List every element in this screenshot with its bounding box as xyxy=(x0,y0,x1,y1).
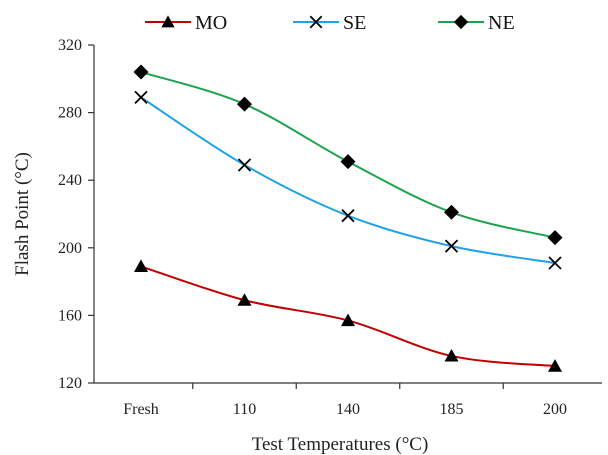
legend-item-mo: MO xyxy=(145,12,227,34)
x-tick-label: 140 xyxy=(336,401,360,418)
y-tick-label: 240 xyxy=(58,172,82,189)
series-se xyxy=(134,90,562,270)
diamond-marker xyxy=(547,230,563,246)
y-tick-label: 200 xyxy=(58,240,82,257)
y-tick-label: 160 xyxy=(58,307,82,324)
y-axis-title: Flash Point (°C) xyxy=(12,152,33,276)
series-line-se xyxy=(140,96,556,264)
x-marker xyxy=(341,209,355,223)
legend-label: NE xyxy=(488,12,515,34)
x-axis-title: Test Temperatures (°C) xyxy=(252,434,429,455)
legend-label: MO xyxy=(195,12,227,34)
x-tick-label: 200 xyxy=(543,401,567,418)
x-marker xyxy=(134,90,148,105)
triangle-marker xyxy=(548,359,562,372)
triangle-marker xyxy=(237,293,252,306)
legend-label: SE xyxy=(343,12,366,34)
axes: 120 160 200 240 280 320 Fresh 110 140 185 200 xyxy=(58,37,602,418)
triangle-marker xyxy=(134,259,148,272)
x-marker xyxy=(548,256,562,270)
x-tick-label: 185 xyxy=(440,401,464,418)
triangle-marker xyxy=(444,348,459,362)
legend-item-se: SE xyxy=(293,12,366,34)
legend-item-ne: NE xyxy=(438,12,515,34)
y-tick-label: 120 xyxy=(58,375,82,392)
y-tick-label: 320 xyxy=(58,37,82,54)
legend: MO SE NE xyxy=(145,12,515,34)
series-mo xyxy=(134,259,562,372)
diamond-marker xyxy=(453,14,469,30)
diamond-marker xyxy=(340,154,356,170)
plot-area xyxy=(133,64,563,372)
y-tick-label: 280 xyxy=(58,105,82,122)
triangle-marker xyxy=(161,15,175,28)
x-marker xyxy=(444,239,459,253)
diamond-marker xyxy=(237,96,252,112)
diamond-marker xyxy=(444,204,459,220)
x-tick-label: Fresh xyxy=(123,401,159,418)
x-marker xyxy=(237,158,252,172)
x-marker xyxy=(309,15,323,29)
triangle-marker xyxy=(341,313,355,327)
diamond-marker xyxy=(133,64,149,80)
x-tick-label: 110 xyxy=(233,401,256,418)
series-ne xyxy=(133,64,563,246)
